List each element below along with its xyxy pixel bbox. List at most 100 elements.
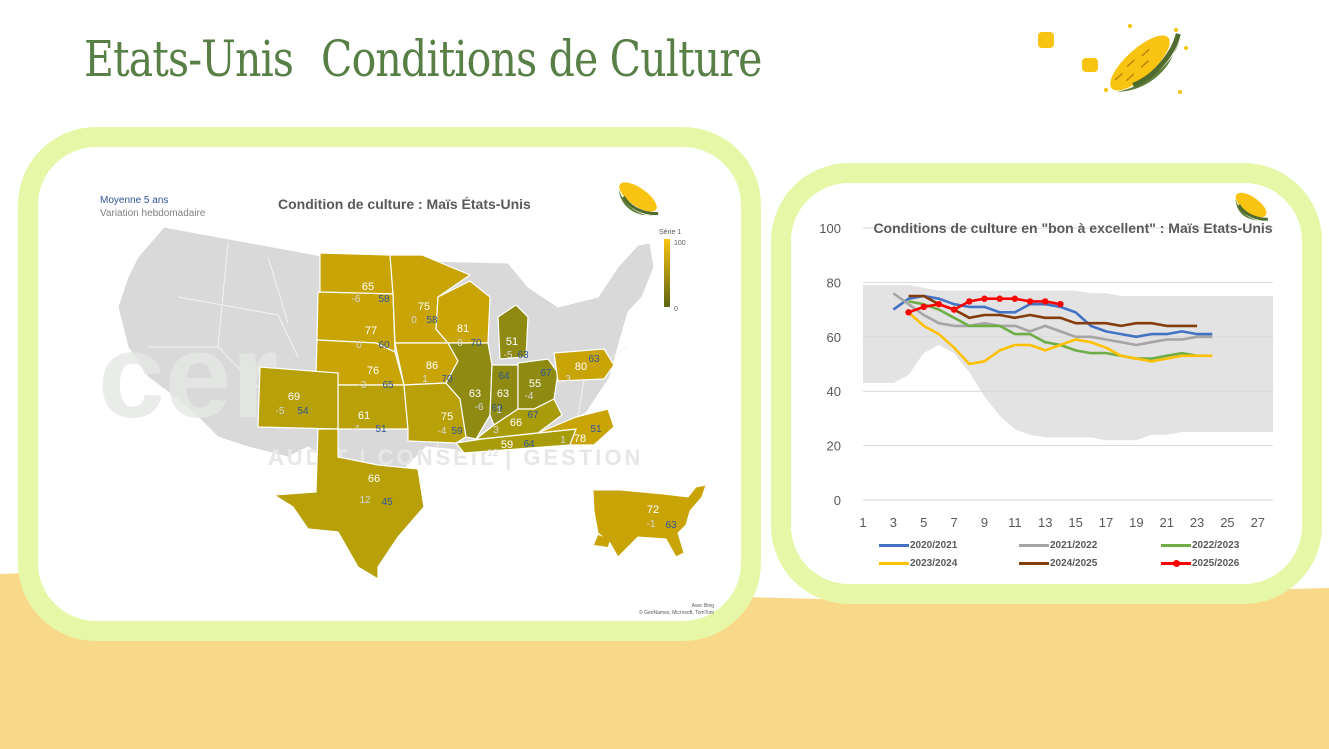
y-tick-label: 0 <box>834 493 841 508</box>
legend-label: 2025/2026 <box>1192 558 1240 569</box>
map-value-ohio: 55 <box>529 378 541 390</box>
state-north-carolina[interactable] <box>537 408 615 446</box>
legend-label: 2024/2025 <box>1050 558 1098 569</box>
series-point-2025-2026 <box>950 306 958 313</box>
legend-label: 2023/2024 <box>910 558 958 569</box>
x-tick-label: 3 <box>890 515 897 530</box>
map-variation-kentucky: 3 <box>493 425 499 436</box>
map-title: Condition de culture : Maïs États-Unis <box>278 196 531 212</box>
series-line-2023-2024 <box>907 311 1213 366</box>
series-point-2025-2026 <box>1057 300 1064 308</box>
map-value-kentucky: 66 <box>510 417 522 429</box>
map-average-tennessee: 64 <box>523 439 535 450</box>
map-value-minnesota: 75 <box>418 301 430 313</box>
x-tick-label: 15 <box>1068 515 1082 530</box>
map-value-michigan: 51 <box>506 336 518 348</box>
series-point-2025-2026 <box>920 303 927 311</box>
map-variation-wisconsin: 0 <box>457 338 463 349</box>
legend-label: 2020/2021 <box>910 540 958 551</box>
state-michigan[interactable] <box>497 304 529 360</box>
legend-swatch <box>1161 559 1191 567</box>
legend-item-2022-2023: 2022/2023 <box>1161 540 1239 551</box>
map-variation-tennessee: -12 <box>484 448 499 459</box>
scale-max: 100 <box>674 240 686 247</box>
y-tick-label: 20 <box>827 439 841 454</box>
series-point-2025-2026 <box>935 300 943 308</box>
map-value-south-dakota: 77 <box>365 325 377 337</box>
series-point-2025-2026 <box>966 298 973 305</box>
map-panel: Moyenne 5 ans Variation hebdomadaire Con… <box>18 127 761 641</box>
series-line-2021-2022 <box>892 292 1213 347</box>
map-average-ohio: 67 <box>540 368 552 379</box>
x-tick-label: 5 <box>920 515 927 530</box>
map-variation-pennsylvania: 3 <box>565 374 571 385</box>
map-average-south-dakota: 60 <box>378 340 390 351</box>
map-value-north-dakota: 65 <box>362 281 374 293</box>
map-value-kansas: 61 <box>358 410 370 422</box>
map-average-kansas: 51 <box>375 424 387 435</box>
map-value-north-carolina: 78 <box>574 433 586 445</box>
line-chart-panel: 0 20 40 60 80 100 1 3 5 7 9 11 13 15 17 19 21 23 25 27 Cond… <box>771 163 1322 604</box>
x-tick-label: 19 <box>1129 515 1143 530</box>
map-attribution-1: Avec Bing <box>692 603 715 609</box>
map-legend-average: Moyenne 5 ans <box>100 195 169 206</box>
map-average-texas: 45 <box>381 497 393 508</box>
map-variation-indiana: 1 <box>496 405 502 416</box>
x-tick-label: 9 <box>981 515 988 530</box>
map-average-north-dakota: 58 <box>378 294 390 305</box>
us-total-shape[interactable] <box>592 484 707 558</box>
map-variation-michigan: -5 <box>504 350 513 361</box>
x-tick-label: 11 <box>1008 515 1022 530</box>
map-value-iowa: 86 <box>426 360 438 372</box>
state-illinois[interactable] <box>445 342 493 440</box>
y-tick-label: 40 <box>827 384 841 399</box>
legend-swatch <box>1019 543 1049 547</box>
map-variation-kansas: -1 <box>352 424 361 435</box>
x-tick-label: 13 <box>1038 515 1052 530</box>
alaska-shape <box>594 535 610 547</box>
x-tick-label: 17 <box>1099 515 1113 530</box>
scale-min: 0 <box>674 306 678 313</box>
map-value-texas: 66 <box>368 473 380 485</box>
corn-cob-icon <box>1235 192 1268 221</box>
map-value-united-states: 72 <box>647 504 659 516</box>
map-average-nebraska: 65 <box>382 380 394 391</box>
series-line-2022-2023 <box>908 300 1198 360</box>
x-tick-label: 7 <box>950 515 957 530</box>
legend-item-2020-2021: 2020/2021 <box>879 540 957 551</box>
map-variation-south-dakota: 0 <box>356 340 362 351</box>
x-tick-label: 21 <box>1159 515 1173 530</box>
x-tick-label: 27 <box>1251 515 1265 530</box>
us-map: Série 1 100 0 cer AUDIT | CONSEIL | GEST… <box>98 182 715 616</box>
legend-label: 2021/2022 <box>1050 540 1098 551</box>
map-average-indiana: 64 <box>498 371 510 382</box>
map-value-nebraska: 76 <box>367 365 379 377</box>
map-variation-colorado: -5 <box>276 406 285 417</box>
state-kansas[interactable] <box>337 384 409 430</box>
map-average-colorado: 54 <box>297 406 309 417</box>
map-average-kentucky: 67 <box>527 410 539 421</box>
state-pennsylvania[interactable] <box>553 348 615 382</box>
series-point-2025-2026 <box>996 295 1003 302</box>
corn-cob-icon <box>1038 24 1188 94</box>
map-average-missouri: 59 <box>451 426 463 437</box>
legend-item-2024-2025: 2024/2025 <box>1019 558 1097 569</box>
color-scale-bar <box>664 239 670 307</box>
map-variation-north-dakota: -6 <box>352 294 361 305</box>
map-variation-texas: 12 <box>359 495 371 506</box>
y-tick-label: 60 <box>827 330 841 345</box>
corn-cob-icon <box>618 182 659 216</box>
legend-swatch <box>879 561 909 565</box>
map-variation-nebraska: -3 <box>358 380 367 391</box>
state-texas[interactable] <box>272 428 425 581</box>
series-line-2020-2021 <box>892 294 1213 339</box>
map-variation-iowa: 1 <box>422 374 428 385</box>
map-average-north-carolina: 51 <box>590 424 602 435</box>
legend-label: 2022/2023 <box>1192 540 1240 551</box>
y-tick-label: 100 <box>819 221 841 236</box>
map-value-pennsylvania: 80 <box>575 361 587 373</box>
state-north-dakota[interactable] <box>319 252 394 295</box>
map-value-colorado: 69 <box>288 391 300 403</box>
map-average-michigan: 63 <box>517 350 529 361</box>
